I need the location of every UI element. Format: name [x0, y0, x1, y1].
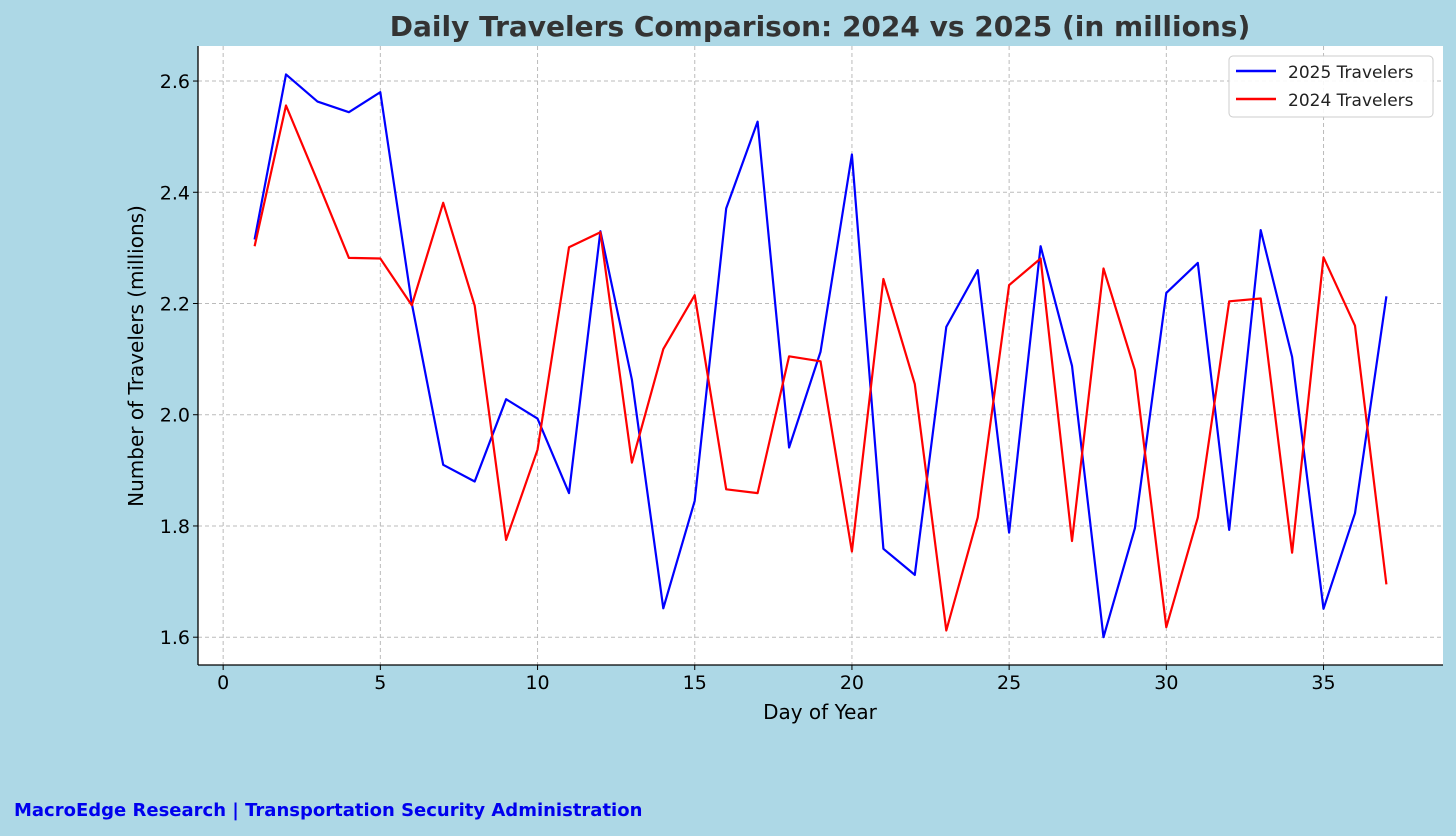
- y-axis-ticks: 1.6 1.8 2.0 2.2 2.4 2.6: [160, 71, 198, 649]
- legend: 2025 Travelers 2024 Travelers: [1228, 55, 1434, 118]
- y-tick-label: 2.2: [160, 293, 190, 315]
- x-tick-label: 35: [1311, 672, 1335, 694]
- y-tick-label: 1.6: [160, 627, 190, 649]
- legend-label-2024: 2024 Travelers: [1288, 91, 1414, 111]
- x-tick-label: 5: [374, 672, 386, 694]
- x-tick-label: 0: [217, 672, 229, 694]
- y-axis-label: Number of Travelers (millions): [124, 205, 148, 507]
- x-axis-ticks: 0 5 10 15 20 25 30 35: [217, 665, 1336, 694]
- x-tick-label: 25: [997, 672, 1021, 694]
- series-lines: [253, 73, 1388, 639]
- x-tick-label: 10: [525, 672, 549, 694]
- x-tick-label: 20: [840, 672, 864, 694]
- legend-box: [1228, 55, 1434, 118]
- x-tick-label: 30: [1154, 672, 1178, 694]
- series-line-2024: [253, 104, 1388, 632]
- x-tick-label: 15: [683, 672, 707, 694]
- plot-area: [198, 46, 1443, 665]
- x-axis-label: Day of Year: [763, 700, 878, 724]
- chart-title: Daily Travelers Comparison: 2024 vs 2025…: [390, 10, 1251, 43]
- y-tick-label: 2.0: [160, 405, 190, 427]
- legend-label-2025: 2025 Travelers: [1288, 63, 1414, 83]
- y-tick-label: 2.6: [160, 71, 190, 93]
- y-tick-label: 1.8: [160, 516, 190, 538]
- series-line-2025: [253, 73, 1388, 639]
- source-footer: MacroEdge Research | Transportation Secu…: [14, 800, 643, 821]
- y-tick-label: 2.4: [160, 182, 190, 204]
